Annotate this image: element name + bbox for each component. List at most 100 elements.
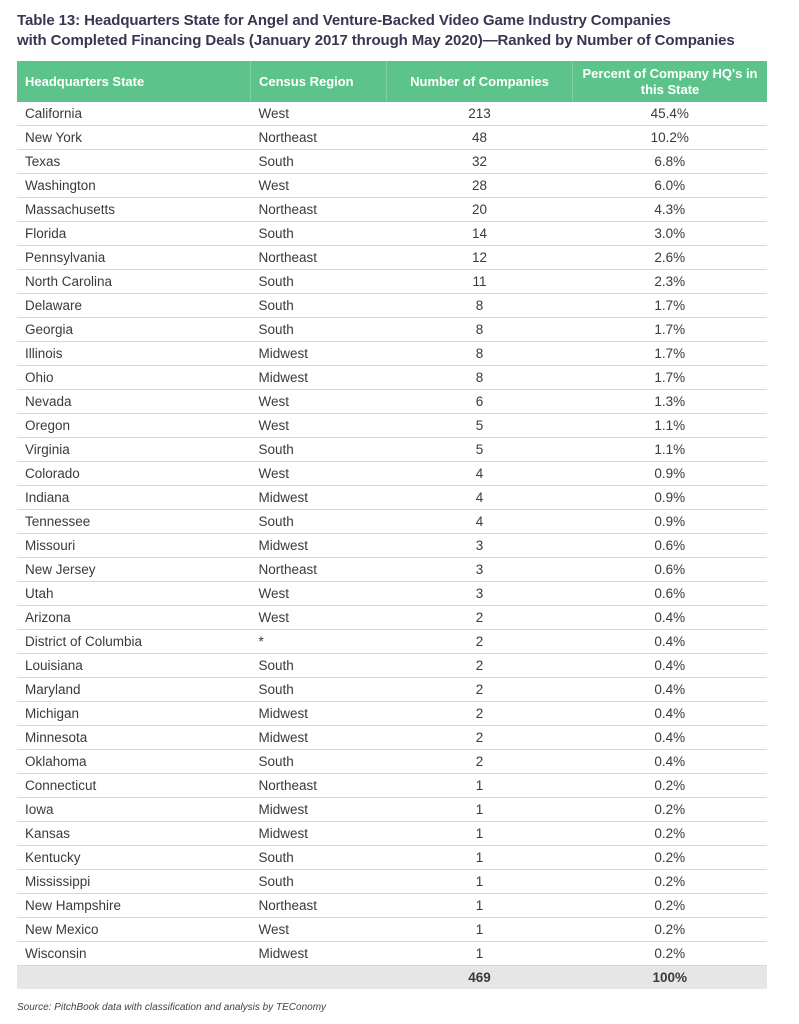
cell-count: 11: [386, 269, 573, 294]
total-row: 469 100%: [17, 965, 767, 989]
cell-count: 2: [386, 701, 573, 726]
cell-percent: 1.1%: [572, 437, 767, 462]
table-row: Georgia South 8 1.7%: [17, 317, 767, 342]
cell-percent: 3.0%: [572, 221, 767, 246]
cell-state: New Hampshire: [17, 893, 251, 918]
cell-state: Maryland: [17, 677, 251, 702]
table-row: Louisiana South 2 0.4%: [17, 653, 767, 678]
cell-region: South: [250, 221, 387, 246]
cell-percent: 1.1%: [572, 413, 767, 438]
cell-region: South: [250, 269, 387, 294]
cell-region: South: [250, 149, 387, 174]
cell-percent: 0.6%: [572, 557, 767, 582]
cell-state: Wisconsin: [17, 941, 251, 966]
total-region: [250, 965, 387, 989]
cell-percent: 6.0%: [572, 173, 767, 198]
cell-percent: 0.4%: [572, 677, 767, 702]
cell-count: 1: [386, 845, 573, 870]
total-percent: 100%: [572, 965, 767, 989]
cell-region: West: [250, 605, 387, 630]
cell-percent: 0.9%: [572, 461, 767, 486]
cell-count: 3: [386, 581, 573, 606]
cell-percent: 0.2%: [572, 917, 767, 942]
cell-region: Northeast: [250, 197, 387, 222]
table-row: Utah West 3 0.6%: [17, 581, 767, 606]
cell-region: Midwest: [250, 341, 387, 366]
cell-count: 5: [386, 413, 573, 438]
cell-region: West: [250, 173, 387, 198]
cell-region: Midwest: [250, 941, 387, 966]
cell-region: South: [250, 317, 387, 342]
cell-count: 8: [386, 365, 573, 390]
cell-region: Midwest: [250, 485, 387, 510]
cell-state: New York: [17, 125, 251, 150]
cell-percent: 45.4%: [572, 102, 767, 126]
cell-region: South: [250, 437, 387, 462]
table-title: Table 13: Headquarters State for Angel a…: [17, 11, 735, 51]
cell-state: Utah: [17, 581, 251, 606]
cell-count: 48: [386, 125, 573, 150]
cell-count: 4: [386, 509, 573, 534]
cell-region: Midwest: [250, 533, 387, 558]
cell-percent: 1.7%: [572, 365, 767, 390]
source-note: Source: PitchBook data with classificati…: [17, 1002, 327, 1013]
cell-state: Tennessee: [17, 509, 251, 534]
cell-state: Ohio: [17, 365, 251, 390]
cell-percent: 1.7%: [572, 317, 767, 342]
cell-state: Indiana: [17, 485, 251, 510]
cell-state: Washington: [17, 173, 251, 198]
cell-region: Midwest: [250, 821, 387, 846]
cell-percent: 1.7%: [572, 293, 767, 318]
cell-count: 20: [386, 197, 573, 222]
cell-count: 28: [386, 173, 573, 198]
cell-state: Minnesota: [17, 725, 251, 750]
table-row: California West 213 45.4%: [17, 102, 767, 126]
table-row: Illinois Midwest 8 1.7%: [17, 341, 767, 366]
header-percent: Percent of Company HQ's in this State: [572, 61, 767, 102]
cell-percent: 0.2%: [572, 869, 767, 894]
table-row: Colorado West 4 0.9%: [17, 461, 767, 486]
cell-state: Florida: [17, 221, 251, 246]
cell-state: Virginia: [17, 437, 251, 462]
cell-percent: 0.2%: [572, 773, 767, 798]
cell-count: 32: [386, 149, 573, 174]
header-row: Headquarters State Census Region Number …: [17, 61, 767, 102]
table-row: Connecticut Northeast 1 0.2%: [17, 773, 767, 798]
cell-state: Mississippi: [17, 869, 251, 894]
cell-percent: 0.2%: [572, 941, 767, 966]
cell-percent: 0.6%: [572, 533, 767, 558]
cell-state: Illinois: [17, 341, 251, 366]
table-row: New York Northeast 48 10.2%: [17, 125, 767, 150]
cell-count: 2: [386, 725, 573, 750]
cell-region: Midwest: [250, 797, 387, 822]
cell-count: 1: [386, 821, 573, 846]
cell-count: 4: [386, 485, 573, 510]
cell-state: California: [17, 102, 251, 126]
cell-region: West: [250, 461, 387, 486]
cell-count: 213: [386, 102, 573, 126]
cell-count: 2: [386, 749, 573, 774]
cell-percent: 0.6%: [572, 581, 767, 606]
cell-state: Kentucky: [17, 845, 251, 870]
cell-region: Northeast: [250, 773, 387, 798]
header-region: Census Region: [250, 61, 387, 102]
cell-state: Delaware: [17, 293, 251, 318]
cell-count: 1: [386, 869, 573, 894]
cell-percent: 0.4%: [572, 749, 767, 774]
cell-state: Michigan: [17, 701, 251, 726]
cell-percent: 0.4%: [572, 725, 767, 750]
table-row: Virginia South 5 1.1%: [17, 437, 767, 462]
cell-region: West: [250, 413, 387, 438]
header-state: Headquarters State: [17, 61, 251, 102]
table-row: Kentucky South 1 0.2%: [17, 845, 767, 870]
cell-percent: 10.2%: [572, 125, 767, 150]
cell-count: 1: [386, 917, 573, 942]
cell-region: South: [250, 869, 387, 894]
cell-state: Louisiana: [17, 653, 251, 678]
table-row: Texas South 32 6.8%: [17, 149, 767, 174]
cell-count: 2: [386, 653, 573, 678]
table-row: Kansas Midwest 1 0.2%: [17, 821, 767, 846]
table-row: Pennsylvania Northeast 12 2.6%: [17, 245, 767, 270]
table-row: Ohio Midwest 8 1.7%: [17, 365, 767, 390]
cell-percent: 1.3%: [572, 389, 767, 414]
